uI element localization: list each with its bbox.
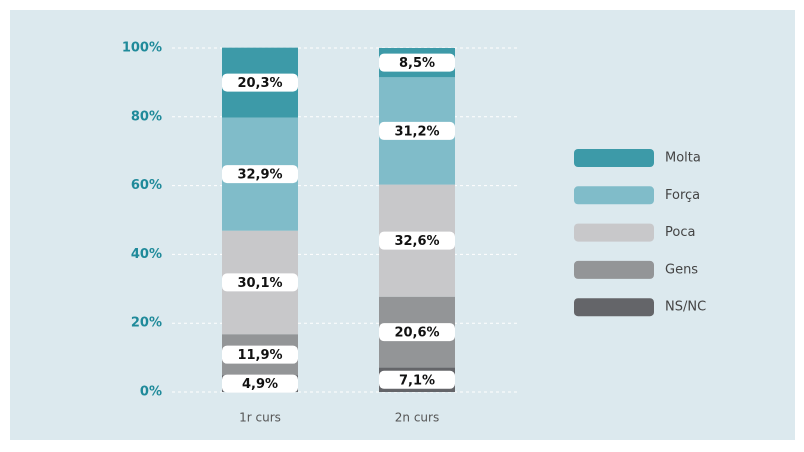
legend-label: Molta <box>665 151 701 166</box>
legend-swatch <box>574 223 654 242</box>
legend-swatch <box>574 260 654 279</box>
data-label: 4,9% <box>242 377 278 392</box>
legend-label: Poca <box>665 225 695 240</box>
y-tick-label: 100% <box>122 41 162 56</box>
label-box <box>379 53 455 72</box>
label-box <box>222 374 298 393</box>
x-tick-label: 1r curs <box>239 411 281 425</box>
y-tick-label: 20% <box>131 316 162 331</box>
legend-swatch <box>574 186 654 205</box>
legend-label: Gens <box>665 262 698 277</box>
x-tick-label: 2n curs <box>395 411 439 425</box>
data-label: 8,5% <box>399 56 435 71</box>
legend-swatch <box>574 298 654 317</box>
y-tick-label: 0% <box>140 385 162 400</box>
data-label: 30,1% <box>237 276 282 291</box>
data-label: 20,3% <box>237 76 282 91</box>
data-label: 20,6% <box>394 326 439 341</box>
data-label: 7,1% <box>399 373 435 388</box>
label-box <box>222 165 298 184</box>
y-tick-label: 40% <box>131 247 162 262</box>
label-box <box>379 323 455 342</box>
label-box <box>222 345 298 364</box>
y-tick-label: 80% <box>131 109 162 124</box>
data-label: 32,9% <box>237 168 282 183</box>
legend-label: NS/NC <box>665 300 706 315</box>
legend-swatch <box>574 149 654 167</box>
label-box <box>222 73 298 92</box>
data-label: 32,6% <box>394 234 439 249</box>
legend-label: Força <box>665 188 700 203</box>
label-box <box>379 121 455 140</box>
y-tick-label: 60% <box>131 178 162 193</box>
label-box <box>379 370 455 389</box>
label-box <box>379 231 455 250</box>
data-label: 11,9% <box>237 348 282 363</box>
label-box <box>222 273 298 292</box>
data-label: 31,2% <box>394 124 439 139</box>
